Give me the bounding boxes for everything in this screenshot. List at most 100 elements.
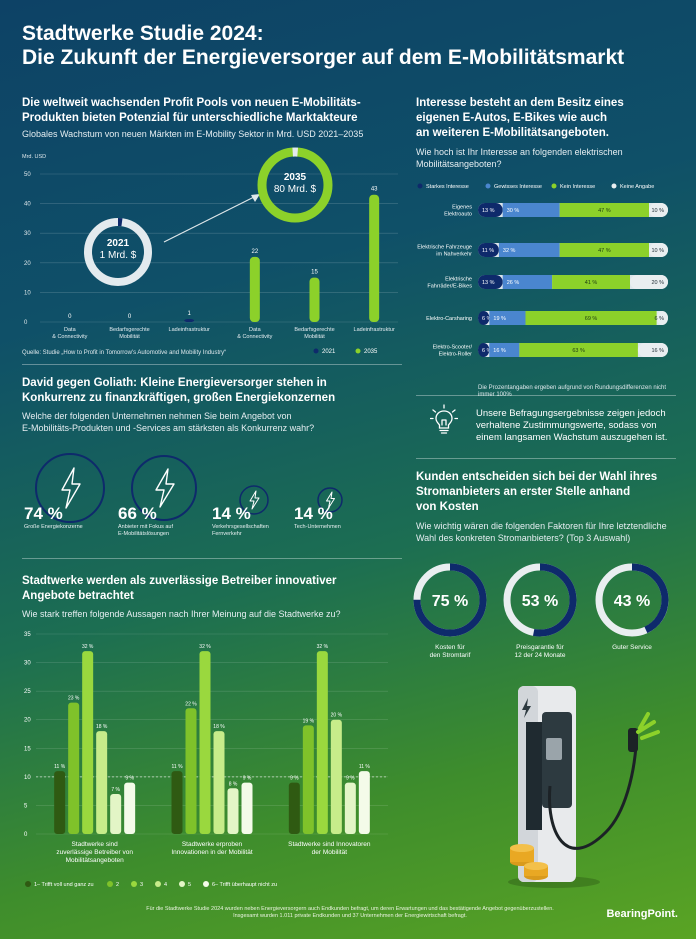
data-label: 6 % bbox=[482, 348, 492, 354]
competitor-stat-3-label-1: Verkehrsgesellschaften bbox=[212, 524, 269, 530]
x-tick-label: Mobilität bbox=[119, 334, 140, 340]
bubble-2021-year: 2021 bbox=[106, 238, 130, 249]
data-label: 63 % bbox=[572, 348, 585, 354]
section3-heading-line-2: Konkurrenz zu finanzkräftigen, großen En… bbox=[22, 392, 336, 404]
section3-question-line-2: E-Mobilitäts-Produkten und -Services am … bbox=[22, 423, 315, 433]
donut-value: 43 % bbox=[614, 593, 650, 610]
y-tick-label: 10 bbox=[24, 290, 31, 296]
section5-heading-line-1: Stadtwerke werden als zuverlässige Betre… bbox=[22, 575, 337, 587]
legend-label: Keine Angabe bbox=[620, 184, 654, 190]
competitor-stat-2-pct: 66 % bbox=[118, 504, 157, 523]
bar-segment bbox=[478, 243, 499, 257]
section4-question-line-1: Wie wichtig wären die folgenden Faktoren… bbox=[416, 521, 667, 531]
data-label: 32 % bbox=[317, 644, 329, 650]
data-label: 9 % bbox=[290, 776, 299, 782]
data-label: 6 % bbox=[482, 316, 492, 322]
competitor-circle-2 bbox=[131, 455, 197, 521]
lightning-icon bbox=[522, 698, 531, 718]
data-label: 9 % bbox=[346, 776, 355, 782]
category-label: Elektro-Scooter/ bbox=[433, 345, 473, 351]
data-label: 10 % bbox=[651, 208, 664, 214]
bar bbox=[344, 782, 356, 834]
section4-heading-line-3: von Kosten bbox=[416, 501, 479, 513]
competitor-stat-1: 74 % Große Energiekonzerne bbox=[24, 504, 104, 531]
legend-swatch bbox=[485, 183, 491, 189]
y-tick-label: 40 bbox=[24, 202, 31, 208]
y-tick-label: 50 bbox=[24, 172, 31, 178]
data-label: 9 % bbox=[125, 776, 134, 782]
legend-swatch bbox=[131, 881, 137, 887]
lightning-icon bbox=[326, 491, 335, 509]
data-label: 11 % bbox=[54, 764, 66, 770]
bar bbox=[185, 708, 197, 834]
section2-note: Die Prozentangaben ergeben aufgrund von … bbox=[478, 385, 667, 398]
data-label: 9 % bbox=[243, 776, 252, 782]
category-label: Elektroauto bbox=[444, 212, 472, 218]
competitor-circle-1 bbox=[35, 453, 105, 523]
donut-value: 75 % bbox=[432, 593, 468, 610]
competitor-circle-4 bbox=[317, 487, 343, 513]
section2-question-line-1: Wie hoch ist Ihr Interesse an folgenden … bbox=[416, 147, 623, 157]
bar-segment bbox=[525, 311, 657, 325]
divider-4 bbox=[22, 558, 402, 559]
donut-label: Kosten für bbox=[435, 644, 465, 651]
section2-insight-line-2: verhaltene Zustimmungswerte, sodass von bbox=[476, 420, 657, 431]
section1-subtitle: Globales Wachstum von neuen Märkten im E… bbox=[22, 129, 364, 139]
y-tick-label: 30 bbox=[24, 661, 31, 667]
data-label: 22 bbox=[251, 249, 258, 255]
bar-segment bbox=[502, 203, 560, 217]
data-label: 43 bbox=[371, 187, 378, 193]
legend-label: 6– Trifft überhaupt nicht zu bbox=[212, 882, 277, 888]
section3-heading-line-1: David gegen Goliath: Kleine Energieverso… bbox=[22, 377, 327, 389]
x-tick-label: Stadtwerke sind bbox=[72, 841, 119, 848]
legend-label: 4 bbox=[164, 882, 167, 888]
section3-heading: David gegen Goliath: Kleine Energieverso… bbox=[22, 376, 402, 406]
legend-label: Gewisses Interesse bbox=[494, 184, 542, 190]
x-tick-label: Data bbox=[249, 327, 262, 333]
category-label: im Nahverkehr bbox=[436, 252, 472, 258]
lightbulb-icon bbox=[430, 404, 458, 434]
x-tick-label: Mobilität bbox=[304, 334, 325, 340]
data-label: 16 % bbox=[651, 348, 664, 354]
bar-segment bbox=[649, 203, 668, 217]
section2-insight-line-1: Unsere Befragungsergebnisse zeigen jedoc… bbox=[476, 408, 666, 419]
donut-arc bbox=[595, 563, 669, 637]
legend-label: 5 bbox=[188, 882, 191, 888]
legend-label-2035: 2035 bbox=[364, 349, 378, 355]
section2-question-line-2: Mobilitätsangeboten? bbox=[416, 159, 502, 169]
x-tick-label: Ladeinfrastruktur bbox=[354, 327, 395, 333]
bubble-2035-ring bbox=[257, 147, 333, 223]
bar bbox=[330, 719, 342, 834]
y-tick-label: 30 bbox=[24, 231, 31, 237]
y-tick-label: 10 bbox=[24, 775, 31, 781]
y-tick-label: 20 bbox=[24, 261, 31, 267]
data-label: 16 % bbox=[493, 348, 506, 354]
charging-station-illustration bbox=[508, 686, 660, 888]
section2-question: Wie hoch ist Ihr Interesse an folgenden … bbox=[416, 146, 676, 170]
legend-label: 2 bbox=[116, 882, 119, 888]
data-label: 26 % bbox=[507, 280, 520, 286]
x-tick-label: Stadtwerke sind Innovatoren bbox=[288, 841, 371, 848]
title-line-2: Die Zukunft der Energieversorger auf dem… bbox=[22, 46, 625, 69]
data-label: 6 % bbox=[655, 316, 665, 322]
bar bbox=[288, 782, 300, 834]
bubble-2021-value: 1 Mrd. $ bbox=[99, 250, 137, 261]
x-tick-label: Ladeinfrastruktur bbox=[169, 327, 210, 333]
bar-segment bbox=[489, 343, 520, 357]
data-label: 11 % bbox=[171, 764, 183, 770]
bar-segment bbox=[478, 203, 503, 217]
legend-swatch bbox=[417, 183, 423, 189]
bar bbox=[68, 702, 80, 834]
bar-segment bbox=[637, 343, 668, 357]
bar bbox=[316, 651, 328, 834]
legend-swatch bbox=[107, 881, 113, 887]
bubble-2021-ring bbox=[84, 218, 152, 286]
x-tick-label: & Connectivity bbox=[237, 334, 272, 340]
data-label: 19 % bbox=[303, 718, 315, 724]
y-tick-label: 0 bbox=[24, 320, 28, 326]
section4-heading-line-1: Kunden entscheiden sich bei der Wahl ihr… bbox=[416, 471, 658, 483]
bar-segment bbox=[489, 311, 526, 325]
bar-segment bbox=[559, 203, 649, 217]
